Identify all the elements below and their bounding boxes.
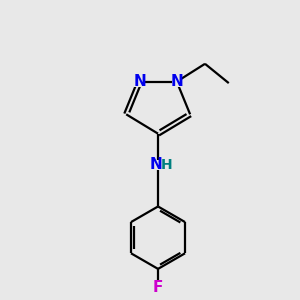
Text: H: H [160, 158, 172, 172]
Bar [150, 160, 166, 170]
Text: N: N [170, 74, 183, 89]
Text: N: N [149, 158, 162, 172]
Text: N: N [133, 74, 146, 89]
Text: F: F [153, 280, 163, 295]
Bar [134, 76, 145, 87]
Bar [154, 282, 163, 292]
Bar [172, 76, 182, 87]
